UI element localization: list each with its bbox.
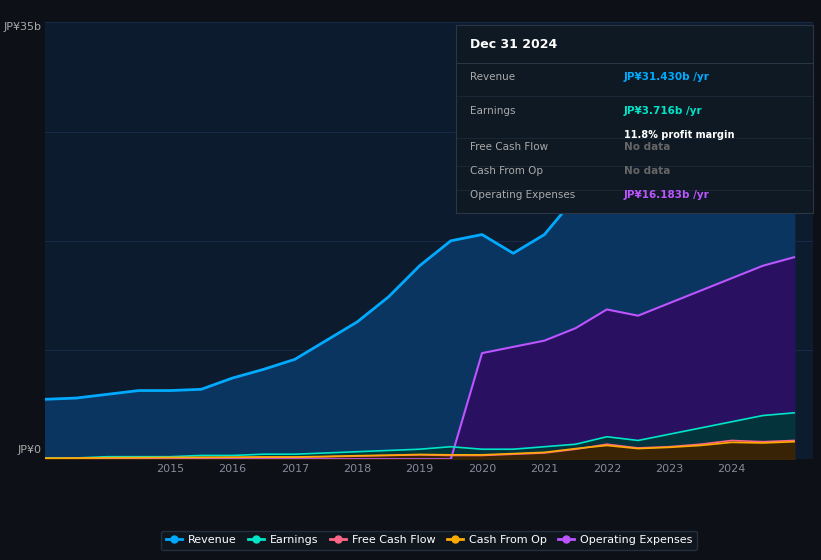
Text: Earnings: Earnings: [470, 106, 516, 116]
Text: Free Cash Flow: Free Cash Flow: [470, 142, 548, 152]
Text: Cash From Op: Cash From Op: [470, 166, 543, 176]
Text: Operating Expenses: Operating Expenses: [470, 190, 576, 200]
Text: JP¥0: JP¥0: [17, 445, 41, 455]
Text: No data: No data: [623, 142, 670, 152]
Text: JP¥3.716b /yr: JP¥3.716b /yr: [623, 106, 702, 116]
Text: Dec 31 2024: Dec 31 2024: [470, 38, 557, 52]
Text: Revenue: Revenue: [470, 72, 515, 82]
Text: JP¥16.183b /yr: JP¥16.183b /yr: [623, 190, 709, 200]
Text: JP¥35b: JP¥35b: [3, 22, 41, 32]
Text: JP¥31.430b /yr: JP¥31.430b /yr: [623, 72, 709, 82]
Legend: Revenue, Earnings, Free Cash Flow, Cash From Op, Operating Expenses: Revenue, Earnings, Free Cash Flow, Cash …: [161, 531, 697, 550]
Text: 11.8% profit margin: 11.8% profit margin: [623, 130, 734, 140]
Text: No data: No data: [623, 166, 670, 176]
